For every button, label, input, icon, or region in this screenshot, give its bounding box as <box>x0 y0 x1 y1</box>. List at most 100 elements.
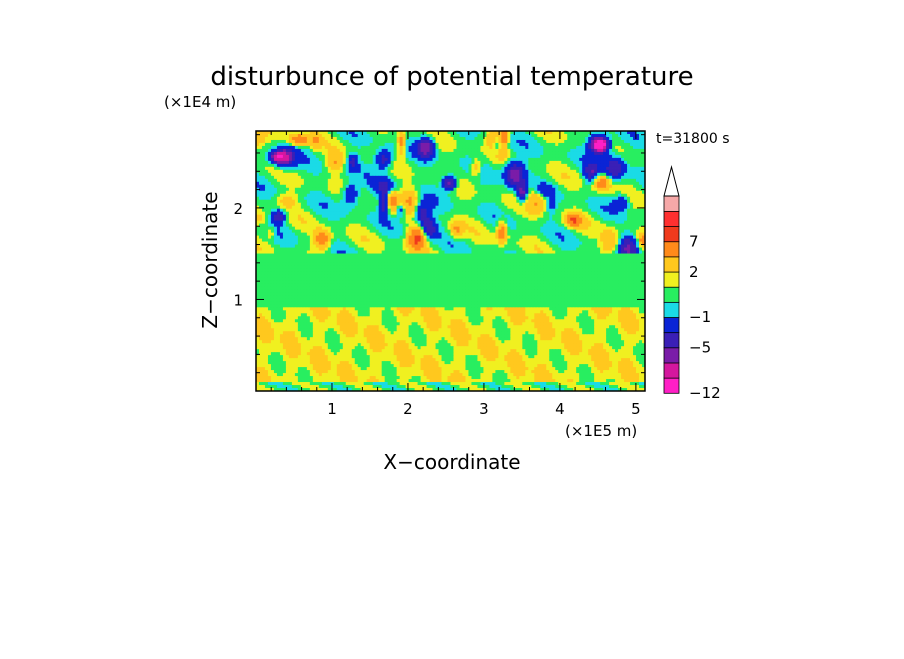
heatmap-cell <box>516 136 520 141</box>
heatmap-cell <box>264 151 269 156</box>
heatmap-cell <box>558 211 562 216</box>
heatmap-cell <box>636 136 640 141</box>
heatmap-cell <box>495 235 499 239</box>
heatmap-cell <box>459 181 463 186</box>
heatmap-cell <box>420 229 424 234</box>
heatmap-cell <box>579 151 583 156</box>
heatmap-cell <box>564 238 568 242</box>
heatmap-cell <box>516 193 520 198</box>
heatmap-cell <box>279 208 284 213</box>
heatmap-cell <box>432 208 436 213</box>
heatmap-cell <box>318 238 323 242</box>
heatmap-cell <box>414 133 418 138</box>
heatmap-cell <box>489 214 493 219</box>
heatmap-cell <box>420 241 424 245</box>
heatmap-cell <box>315 220 320 225</box>
heatmap-cell <box>285 151 290 156</box>
heatmap-cell <box>537 187 541 192</box>
heatmap-cell <box>288 235 293 239</box>
heatmap-cell <box>528 235 532 239</box>
heatmap-cell <box>267 214 272 219</box>
heatmap-cell <box>270 223 275 228</box>
heatmap-cell <box>564 223 568 228</box>
heatmap-cell <box>363 190 368 195</box>
heatmap-cell <box>612 199 616 204</box>
heatmap-cell <box>348 184 353 189</box>
heatmap-cell <box>399 163 404 168</box>
heatmap-cell <box>633 226 637 231</box>
heatmap-cell <box>303 187 308 192</box>
heatmap-cell <box>531 160 535 165</box>
heatmap-cell <box>594 217 598 222</box>
heatmap-cell <box>342 139 347 144</box>
heatmap-cell <box>258 142 263 147</box>
heatmap-cell <box>387 133 392 138</box>
heatmap-cell <box>630 241 634 245</box>
heatmap-cell <box>348 217 353 222</box>
heatmap-cell <box>624 184 628 189</box>
heatmap-cell <box>513 217 517 222</box>
heatmap-cell <box>606 166 610 171</box>
heatmap-cell <box>342 160 347 165</box>
heatmap-cell <box>354 199 359 204</box>
heatmap-cell <box>357 133 362 138</box>
heatmap-cell <box>327 139 332 144</box>
heatmap-cell <box>357 172 362 177</box>
heatmap-cell <box>510 220 514 225</box>
heatmap-cell <box>636 190 640 195</box>
heatmap-cell <box>357 226 362 231</box>
heatmap-cell <box>465 193 469 198</box>
heatmap-cell <box>354 175 359 180</box>
heatmap-cell <box>636 181 640 186</box>
heatmap-cell <box>543 169 547 174</box>
heatmap-cell <box>256 142 260 147</box>
heatmap-cell <box>411 199 415 204</box>
heatmap-cell <box>459 142 463 147</box>
heatmap-cell <box>456 217 460 222</box>
heatmap-cell <box>468 163 472 168</box>
heatmap-cell <box>306 175 311 180</box>
heatmap-cell <box>273 190 278 195</box>
heatmap-cell <box>405 166 410 171</box>
heatmap-cell <box>540 193 544 198</box>
heatmap-cell <box>384 181 389 186</box>
heatmap-cell <box>366 157 371 162</box>
heatmap-cell <box>288 148 293 153</box>
heatmap-cell <box>558 178 562 183</box>
heatmap-cell <box>354 241 359 245</box>
heatmap-cell <box>615 199 619 204</box>
heatmap-cell <box>318 229 323 234</box>
heatmap-cell <box>486 184 490 189</box>
heatmap-cell <box>264 181 269 186</box>
heatmap-cell <box>426 193 430 198</box>
heatmap-cell <box>606 211 610 216</box>
heatmap-cell <box>399 131 404 135</box>
heatmap-cell <box>288 145 293 150</box>
heatmap-cell <box>336 223 341 228</box>
heatmap-cell <box>513 193 517 198</box>
heatmap-cell <box>453 226 457 231</box>
heatmap-cell <box>351 226 356 231</box>
heatmap-cell <box>390 163 395 168</box>
heatmap-cell <box>504 226 508 231</box>
heatmap-cell <box>432 199 436 204</box>
heatmap-cell <box>498 163 502 168</box>
heatmap-cell <box>639 178 643 183</box>
heatmap-cell <box>354 244 359 248</box>
heatmap-cell <box>642 217 645 222</box>
heatmap-cell <box>414 202 418 207</box>
heatmap-cell <box>366 238 371 242</box>
heatmap-cell <box>447 139 451 144</box>
heatmap-cell <box>534 184 538 189</box>
heatmap-cell <box>417 166 421 171</box>
heatmap-cell <box>294 196 299 201</box>
heatmap-cell <box>486 139 490 144</box>
heatmap-cell <box>606 136 610 141</box>
heatmap-cell <box>291 136 296 141</box>
heatmap-cell <box>567 196 571 201</box>
heatmap-cell <box>462 139 466 144</box>
heatmap-cell <box>378 238 383 242</box>
heatmap-cell <box>615 163 619 168</box>
heatmap-cell <box>327 151 332 156</box>
heatmap-cell <box>345 142 350 147</box>
